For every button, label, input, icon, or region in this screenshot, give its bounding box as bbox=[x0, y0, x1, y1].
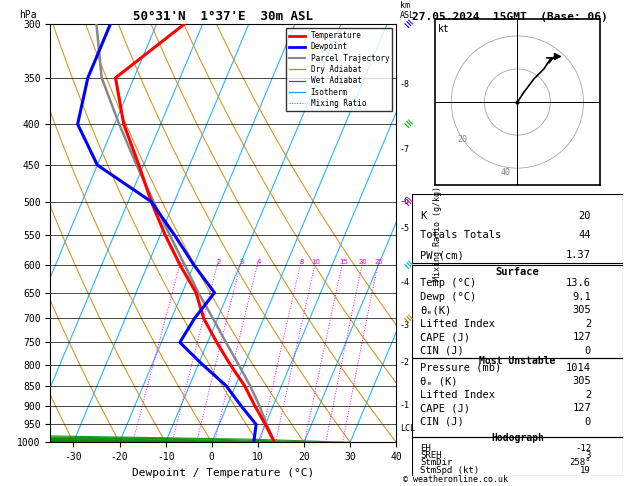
Text: km
ASL: km ASL bbox=[400, 0, 415, 20]
Text: 1.37: 1.37 bbox=[566, 250, 591, 260]
Text: -3: -3 bbox=[400, 321, 409, 330]
Text: Temp (°C): Temp (°C) bbox=[420, 278, 477, 288]
Text: 25: 25 bbox=[375, 259, 383, 265]
Text: 305: 305 bbox=[572, 376, 591, 386]
Text: 0: 0 bbox=[585, 417, 591, 427]
Text: 20: 20 bbox=[579, 210, 591, 221]
Text: -4: -4 bbox=[400, 278, 409, 287]
Text: Totals Totals: Totals Totals bbox=[420, 230, 502, 240]
Text: 2: 2 bbox=[585, 390, 591, 400]
Text: hPa: hPa bbox=[19, 10, 37, 20]
Text: 13.6: 13.6 bbox=[566, 278, 591, 288]
Text: CAPE (J): CAPE (J) bbox=[420, 332, 470, 342]
Text: -5: -5 bbox=[400, 224, 409, 233]
Text: LCL: LCL bbox=[400, 424, 415, 434]
Text: -2: -2 bbox=[400, 358, 409, 367]
Text: 1014: 1014 bbox=[566, 363, 591, 373]
Text: 127: 127 bbox=[572, 403, 591, 414]
Text: 127: 127 bbox=[572, 332, 591, 342]
Text: -7: -7 bbox=[400, 145, 409, 154]
Text: Surface: Surface bbox=[496, 267, 539, 277]
Text: StmDir: StmDir bbox=[420, 458, 453, 467]
Text: CIN (J): CIN (J) bbox=[420, 417, 464, 427]
Text: -8: -8 bbox=[400, 80, 409, 89]
Text: 3: 3 bbox=[240, 259, 244, 265]
Text: SREH: SREH bbox=[420, 451, 442, 460]
Text: © weatheronline.co.uk: © weatheronline.co.uk bbox=[403, 474, 508, 484]
Text: 2: 2 bbox=[216, 259, 221, 265]
Text: -6: -6 bbox=[400, 197, 409, 206]
Text: ≡: ≡ bbox=[399, 17, 414, 32]
Text: Most Unstable: Most Unstable bbox=[479, 356, 555, 365]
Text: 1: 1 bbox=[179, 259, 184, 265]
Text: Pressure (mb): Pressure (mb) bbox=[420, 363, 502, 373]
Text: PW (cm): PW (cm) bbox=[420, 250, 464, 260]
Text: Mixing Ratio (g/kg): Mixing Ratio (g/kg) bbox=[433, 186, 442, 281]
Text: 19: 19 bbox=[581, 466, 591, 474]
Text: EH: EH bbox=[420, 444, 431, 452]
Text: 15: 15 bbox=[339, 259, 348, 265]
Text: 40: 40 bbox=[501, 168, 511, 177]
Text: 9.1: 9.1 bbox=[572, 292, 591, 302]
Text: 3: 3 bbox=[586, 451, 591, 460]
Text: θₑ (K): θₑ (K) bbox=[420, 376, 458, 386]
Text: -1: -1 bbox=[400, 401, 409, 410]
Text: ≡: ≡ bbox=[399, 117, 414, 131]
Text: Dewp (°C): Dewp (°C) bbox=[420, 292, 477, 302]
Legend: Temperature, Dewpoint, Parcel Trajectory, Dry Adiabat, Wet Adiabat, Isotherm, Mi: Temperature, Dewpoint, Parcel Trajectory… bbox=[286, 28, 392, 111]
Text: Lifted Index: Lifted Index bbox=[420, 390, 496, 400]
Text: ≡: ≡ bbox=[399, 258, 414, 272]
Text: Hodograph: Hodograph bbox=[491, 433, 544, 443]
Text: ≡: ≡ bbox=[399, 311, 414, 326]
Text: 27.05.2024  15GMT  (Base: 06): 27.05.2024 15GMT (Base: 06) bbox=[412, 12, 608, 22]
Text: ≡: ≡ bbox=[399, 194, 414, 209]
Title: 50°31'N  1°37'E  30m ASL: 50°31'N 1°37'E 30m ASL bbox=[133, 10, 313, 23]
Text: 2: 2 bbox=[585, 319, 591, 329]
Text: 44: 44 bbox=[579, 230, 591, 240]
Text: θₑ(K): θₑ(K) bbox=[420, 305, 452, 315]
Text: 8: 8 bbox=[299, 259, 304, 265]
Text: 305: 305 bbox=[572, 305, 591, 315]
Text: 258°: 258° bbox=[570, 458, 591, 467]
Text: 20: 20 bbox=[458, 135, 468, 144]
Text: 4: 4 bbox=[257, 259, 261, 265]
Text: 0: 0 bbox=[585, 346, 591, 356]
Text: StmSpd (kt): StmSpd (kt) bbox=[420, 466, 479, 474]
Text: CIN (J): CIN (J) bbox=[420, 346, 464, 356]
Text: CAPE (J): CAPE (J) bbox=[420, 403, 470, 414]
Text: -12: -12 bbox=[575, 444, 591, 452]
Text: kt: kt bbox=[438, 24, 450, 35]
Text: Lifted Index: Lifted Index bbox=[420, 319, 496, 329]
Text: 10: 10 bbox=[311, 259, 321, 265]
X-axis label: Dewpoint / Temperature (°C): Dewpoint / Temperature (°C) bbox=[132, 468, 314, 478]
Text: K: K bbox=[420, 210, 426, 221]
Text: 20: 20 bbox=[359, 259, 368, 265]
